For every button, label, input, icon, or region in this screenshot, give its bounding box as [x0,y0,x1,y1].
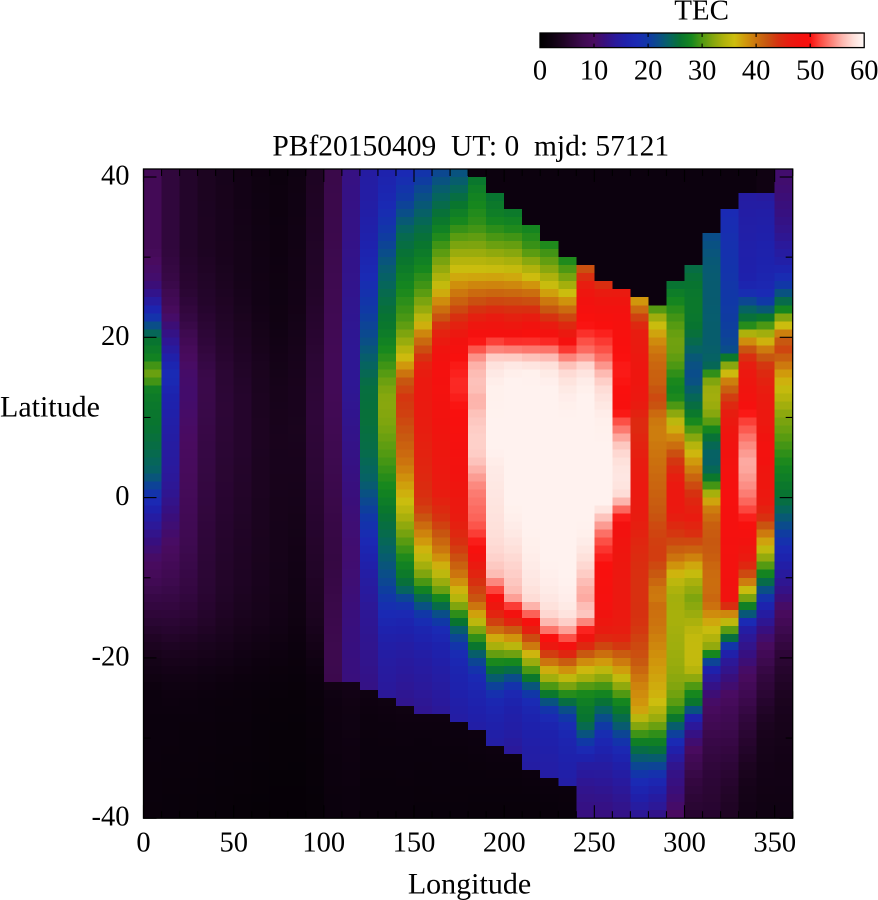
svg-text:PBf20150409 UT: 0 mjd: 57121: PBf20150409 UT: 0 mjd: 57121 [272,131,669,163]
svg-text:40: 40 [101,161,130,192]
svg-text:TEC: TEC [674,0,729,27]
svg-text:100: 100 [302,828,345,859]
svg-text:150: 150 [393,828,436,859]
svg-text:0: 0 [115,481,129,512]
svg-text:60: 60 [850,56,878,87]
svg-text:50: 50 [796,56,825,87]
svg-text:Latitude: Latitude [0,391,100,424]
svg-text:200: 200 [483,828,526,859]
svg-text:Longitude: Longitude [408,868,531,900]
svg-text:40: 40 [742,56,771,87]
svg-text:350: 350 [753,828,796,859]
svg-text:30: 30 [688,56,717,87]
svg-text:250: 250 [573,828,616,859]
svg-text:-20: -20 [92,641,130,672]
svg-text:50: 50 [219,828,248,859]
svg-text:0: 0 [533,56,547,87]
svg-text:0: 0 [136,828,150,859]
svg-text:10: 10 [580,56,609,87]
svg-text:20: 20 [101,321,130,352]
svg-text:20: 20 [634,56,663,87]
svg-text:300: 300 [663,828,706,859]
svg-text:-40: -40 [92,802,130,833]
